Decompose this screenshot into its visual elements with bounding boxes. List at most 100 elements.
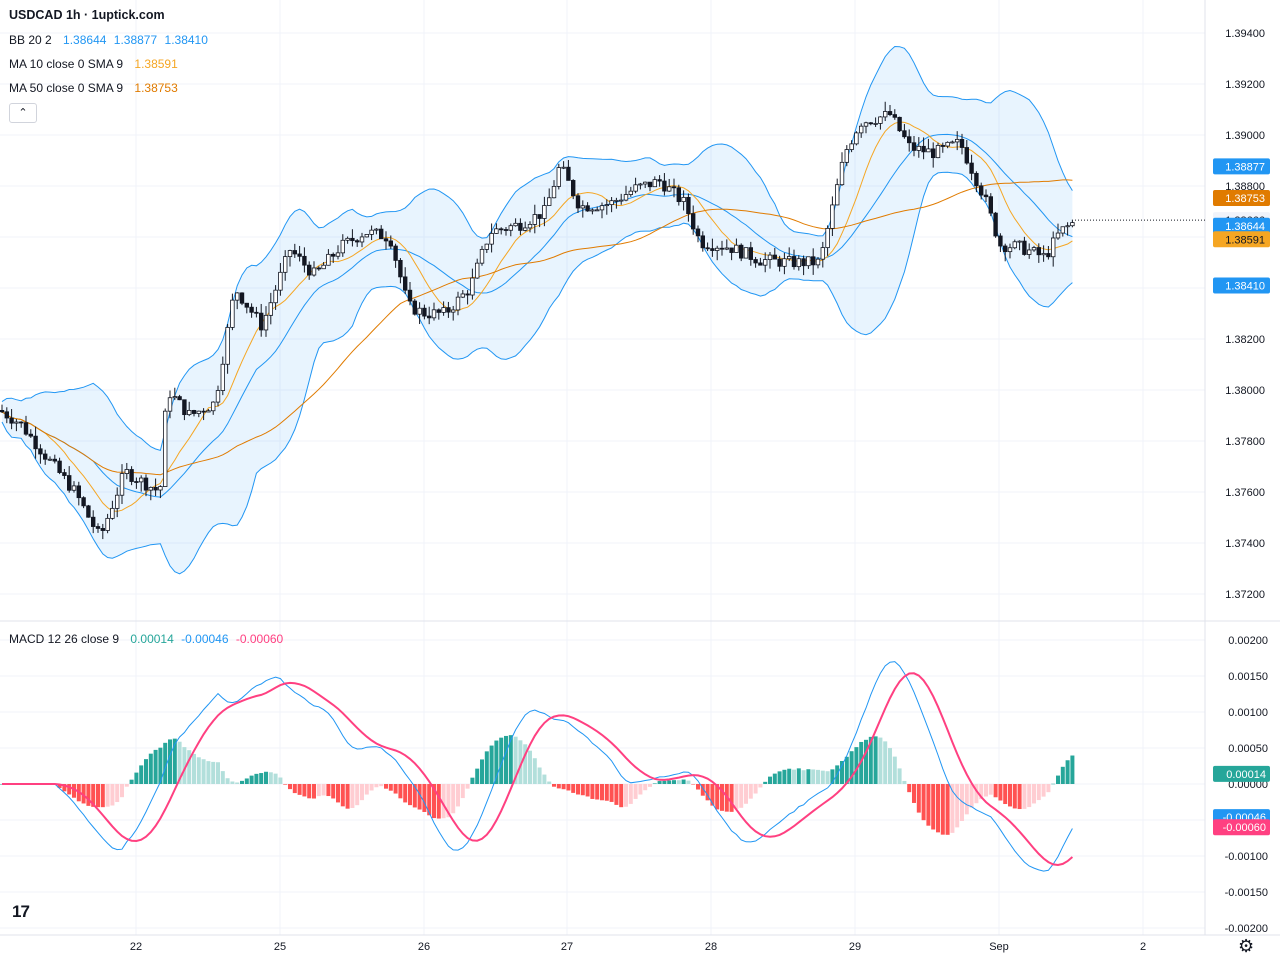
macd-histogram-bar — [216, 762, 220, 784]
candle-body — [278, 271, 283, 291]
macd-histogram-bar — [609, 784, 614, 802]
macd-histogram-bar — [518, 740, 523, 784]
candle-body — [623, 194, 629, 201]
tradingview-logo[interactable]: 17 — [12, 902, 30, 921]
macd-histogram-bar — [249, 775, 254, 784]
candle-body — [489, 233, 494, 245]
macd-legend[interactable]: MACD 12 26 close 9 0.00014 -0.00046 -0.0… — [9, 632, 287, 646]
chevron-up-icon: ⌃ — [18, 107, 28, 119]
candle-body — [523, 227, 528, 231]
macd-histogram-bar — [537, 767, 542, 784]
candle-body — [1055, 232, 1061, 239]
macd-histogram-bar — [484, 751, 489, 784]
macd-histogram-bar — [878, 737, 883, 784]
macd-histogram-bar — [398, 784, 403, 799]
candle-body — [177, 396, 182, 401]
candle-body — [825, 227, 830, 249]
macd-histogram-bar — [307, 784, 312, 799]
candle-body — [513, 222, 518, 227]
macd-histogram-bar — [796, 768, 801, 784]
candle-body — [273, 289, 278, 304]
macd-histogram-bar — [1032, 784, 1036, 804]
macd-histogram-bar — [964, 784, 969, 815]
candle-body — [374, 228, 379, 231]
macd-histogram-bar — [643, 784, 648, 791]
candle-body — [633, 184, 638, 192]
candle-body — [110, 507, 115, 519]
ma50-legend[interactable]: MA 50 close 0 SMA 9 1.38753 — [9, 81, 182, 95]
candle-body — [551, 185, 557, 199]
macd-histogram-bar — [691, 784, 696, 785]
macd-axis-badge — [1213, 819, 1270, 836]
macd-histogram-bar — [278, 777, 283, 784]
candle-body — [763, 259, 768, 266]
candle-body — [643, 181, 648, 185]
macd-axis-badge-label: -0.00060 — [1223, 822, 1266, 834]
macd-histogram-bar — [792, 769, 796, 784]
candle-body — [239, 292, 245, 304]
macd-histogram-bar — [369, 784, 374, 791]
macd-histogram-bar — [729, 784, 734, 812]
macd-histogram-bar — [417, 784, 422, 810]
macd-histogram-bar — [340, 784, 345, 807]
macd-histogram-bar — [772, 773, 777, 784]
price-axis-badge-label: 1.38753 — [1225, 193, 1265, 205]
macd-histogram-bar — [393, 784, 398, 794]
price-axis-badge-label: 1.38410 — [1225, 280, 1265, 292]
candle-body — [667, 186, 672, 192]
price-axis-badge — [1213, 189, 1270, 206]
macd-histogram-bar — [696, 784, 700, 790]
candle-body — [931, 148, 936, 159]
macd-histogram-bar — [787, 768, 792, 784]
macd-histogram-bar — [422, 784, 427, 812]
macd-histogram-bar — [864, 739, 868, 784]
candle-body — [691, 213, 696, 230]
ma10-legend[interactable]: MA 10 close 0 SMA 9 1.38591 — [9, 57, 182, 71]
macd-histogram-bar — [220, 771, 225, 784]
candle-body — [532, 214, 537, 225]
candle-body — [820, 247, 825, 260]
candle-body — [321, 264, 326, 270]
price-tick-label: 1.38000 — [1225, 385, 1265, 397]
candle-body — [873, 123, 878, 125]
bb-legend[interactable]: BB 20 2 1.38644 1.38877 1.38410 — [9, 33, 212, 47]
candle-body — [700, 235, 705, 249]
time-tick-label: 29 — [849, 941, 861, 953]
macd-histogram-bar — [715, 784, 720, 810]
macd-histogram-bar — [283, 784, 288, 785]
candle-body — [306, 264, 312, 276]
macd-histogram-bar — [192, 753, 196, 784]
candle-body — [1012, 241, 1017, 249]
gear-icon[interactable]: ⚙ — [1238, 936, 1255, 956]
macd-histogram-bar — [700, 784, 705, 796]
candle-body — [686, 196, 691, 215]
price-tick-label: 1.39400 — [1225, 28, 1265, 40]
candle-body — [479, 248, 485, 264]
candle-body — [134, 481, 139, 483]
price-axis-badge — [1213, 158, 1270, 175]
candle-body — [883, 111, 888, 118]
candle-body — [474, 262, 480, 279]
candle-body — [595, 209, 600, 212]
candle-body — [23, 422, 29, 435]
candle-body — [407, 289, 413, 302]
legend-collapse-button[interactable]: ⌃ — [9, 103, 37, 123]
macd-histogram-bar — [225, 778, 230, 784]
macd-histogram-bar — [888, 748, 892, 784]
macd-histogram-bar — [926, 784, 931, 826]
candle-body — [91, 516, 96, 527]
macd-histogram-bar — [556, 784, 561, 789]
candle-body — [1046, 253, 1051, 258]
candle-body — [167, 397, 173, 412]
macd-tick-label: 0.00200 — [1228, 635, 1268, 647]
ma10-line — [1, 121, 1073, 512]
candle-body — [249, 306, 254, 313]
macd-histogram-bar — [585, 784, 590, 797]
candle-body — [940, 145, 945, 147]
macd-histogram-bar — [998, 784, 1003, 801]
candle-body — [652, 179, 657, 188]
bb-legend-label: BB 20 2 — [9, 33, 52, 47]
macd-signal-line — [2, 672, 1074, 867]
macd-histogram-bar — [264, 771, 268, 784]
